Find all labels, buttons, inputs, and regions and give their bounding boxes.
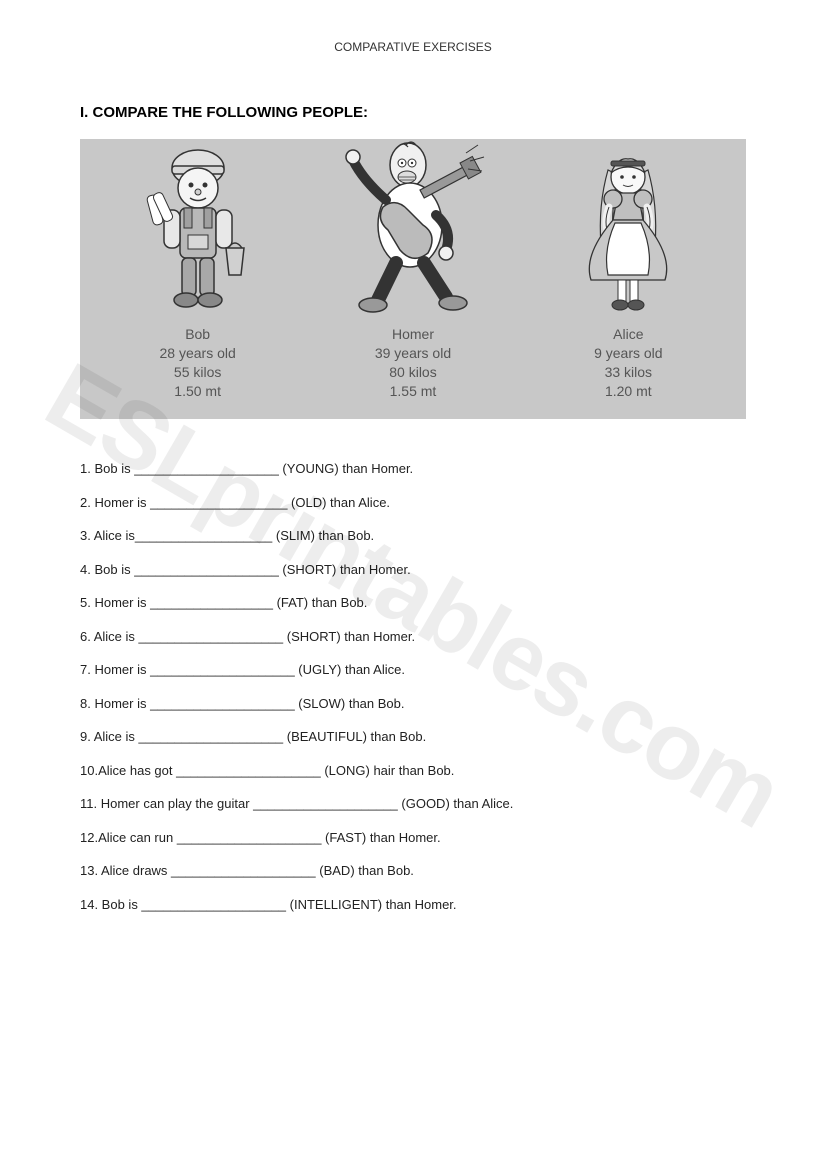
exercise-item: 11. Homer can play the guitar __________… [80, 794, 746, 814]
exercise-item: 4. Bob is ____________________ (SHORT) t… [80, 560, 746, 580]
exercise-item: 3. Alice is___________________ (SLIM) th… [80, 526, 746, 546]
bob-age: 28 years old [160, 344, 236, 363]
exercise-item: 13. Alice draws ____________________ (BA… [80, 861, 746, 881]
exercise-item: 10.Alice has got ____________________ (L… [80, 761, 746, 781]
alice-info: Alice 9 years old 33 kilos 1.20 mt [594, 325, 662, 401]
people-panel: Bob 28 years old 55 kilos 1.50 mt [80, 139, 746, 419]
alice-height: 1.20 mt [594, 382, 662, 401]
bob-figure [128, 135, 268, 315]
homer-info: Homer 39 years old 80 kilos 1.55 mt [375, 325, 451, 401]
document-title: COMPARATIVE EXERCISES [80, 40, 746, 54]
alice-name: Alice [594, 325, 662, 344]
exercise-item: 14. Bob is ____________________ (INTELLI… [80, 895, 746, 915]
homer-weight: 80 kilos [375, 363, 451, 382]
exercise-item: 7. Homer is ____________________ (UGLY) … [80, 660, 746, 680]
alice-weight: 33 kilos [594, 363, 662, 382]
exercise-item: 5. Homer is _________________ (FAT) than… [80, 593, 746, 613]
person-alice: Alice 9 years old 33 kilos 1.20 mt [522, 135, 735, 401]
homer-figure [328, 135, 498, 315]
exercise-list: 1. Bob is ____________________ (YOUNG) t… [80, 459, 746, 914]
bob-weight: 55 kilos [160, 363, 236, 382]
bob-name: Bob [160, 325, 236, 344]
alice-age: 9 years old [594, 344, 662, 363]
bob-height: 1.50 mt [160, 382, 236, 401]
bob-info: Bob 28 years old 55 kilos 1.50 mt [160, 325, 236, 401]
person-homer: Homer 39 years old 80 kilos 1.55 mt [306, 135, 519, 401]
exercise-item: 1. Bob is ____________________ (YOUNG) t… [80, 459, 746, 479]
section-heading: I. COMPARE THE FOLLOWING PEOPLE: [80, 104, 746, 121]
exercise-item: 6. Alice is ____________________ (SHORT)… [80, 627, 746, 647]
exercise-item: 9. Alice is ____________________ (BEAUTI… [80, 727, 746, 747]
exercise-item: 12.Alice can run ____________________ (F… [80, 828, 746, 848]
alice-figure [563, 135, 693, 315]
person-bob: Bob 28 years old 55 kilos 1.50 mt [91, 135, 304, 401]
exercise-item: 8. Homer is ____________________ (SLOW) … [80, 694, 746, 714]
homer-height: 1.55 mt [375, 382, 451, 401]
exercise-item: 2. Homer is ___________________ (OLD) th… [80, 493, 746, 513]
homer-name: Homer [375, 325, 451, 344]
homer-age: 39 years old [375, 344, 451, 363]
